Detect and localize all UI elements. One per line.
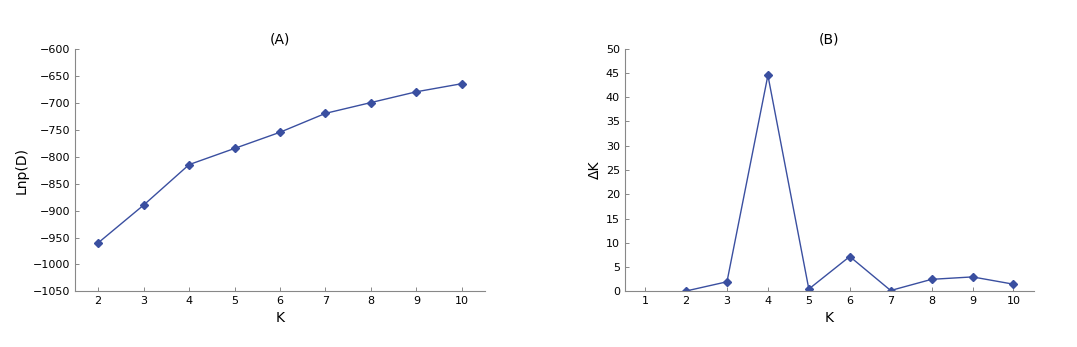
Y-axis label: Lnp(D): Lnp(D) (15, 146, 29, 194)
Y-axis label: ΔK: ΔK (588, 161, 602, 179)
X-axis label: K: K (825, 311, 834, 324)
X-axis label: K: K (276, 311, 284, 324)
Title: (B): (B) (819, 32, 840, 46)
Title: (A): (A) (270, 32, 290, 46)
